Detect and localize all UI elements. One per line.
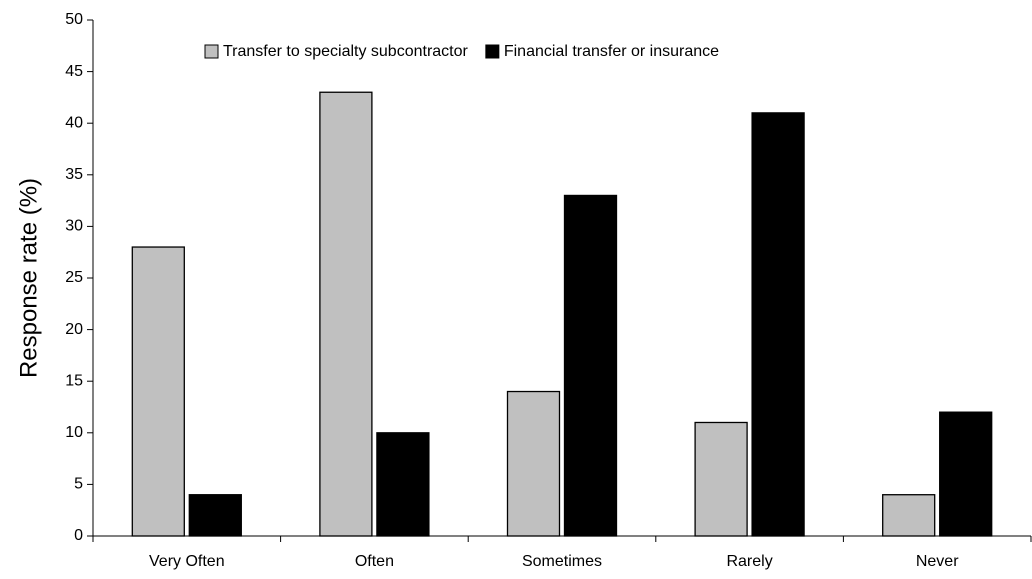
bar [939, 411, 993, 537]
y-tick-label: 0 [74, 527, 83, 544]
legend-label: Financial transfer or insurance [504, 43, 719, 60]
x-tick-label: Sometimes [522, 553, 602, 570]
y-tick-label: 45 [65, 63, 83, 80]
y-axis-label: Response rate (%) [15, 178, 42, 378]
y-tick-label: 20 [65, 321, 83, 338]
y-tick-label: 5 [74, 476, 83, 493]
y-tick-label: 50 [65, 11, 83, 28]
legend-swatch [204, 44, 219, 59]
bar [694, 421, 748, 537]
x-tick-label: Never [916, 553, 959, 570]
bar [506, 390, 561, 537]
y-tick-label: 25 [65, 269, 83, 286]
bar [376, 432, 430, 537]
y-tick-label: 10 [65, 424, 83, 441]
bar [751, 112, 805, 537]
legend-swatch [485, 44, 500, 59]
bar [882, 494, 936, 537]
bar [131, 246, 185, 537]
bar [188, 494, 242, 537]
x-tick-label: Often [355, 553, 394, 570]
y-tick-label: 40 [65, 114, 83, 131]
y-tick-label: 35 [65, 166, 83, 183]
y-tick-label: 30 [65, 218, 83, 235]
legend-label: Transfer to specialty subcontractor [223, 43, 469, 60]
bar [319, 91, 373, 537]
y-tick-label: 15 [65, 372, 83, 389]
x-tick-label: Rarely [726, 553, 772, 570]
bar [563, 194, 618, 537]
x-tick-label: Very Often [149, 553, 225, 570]
